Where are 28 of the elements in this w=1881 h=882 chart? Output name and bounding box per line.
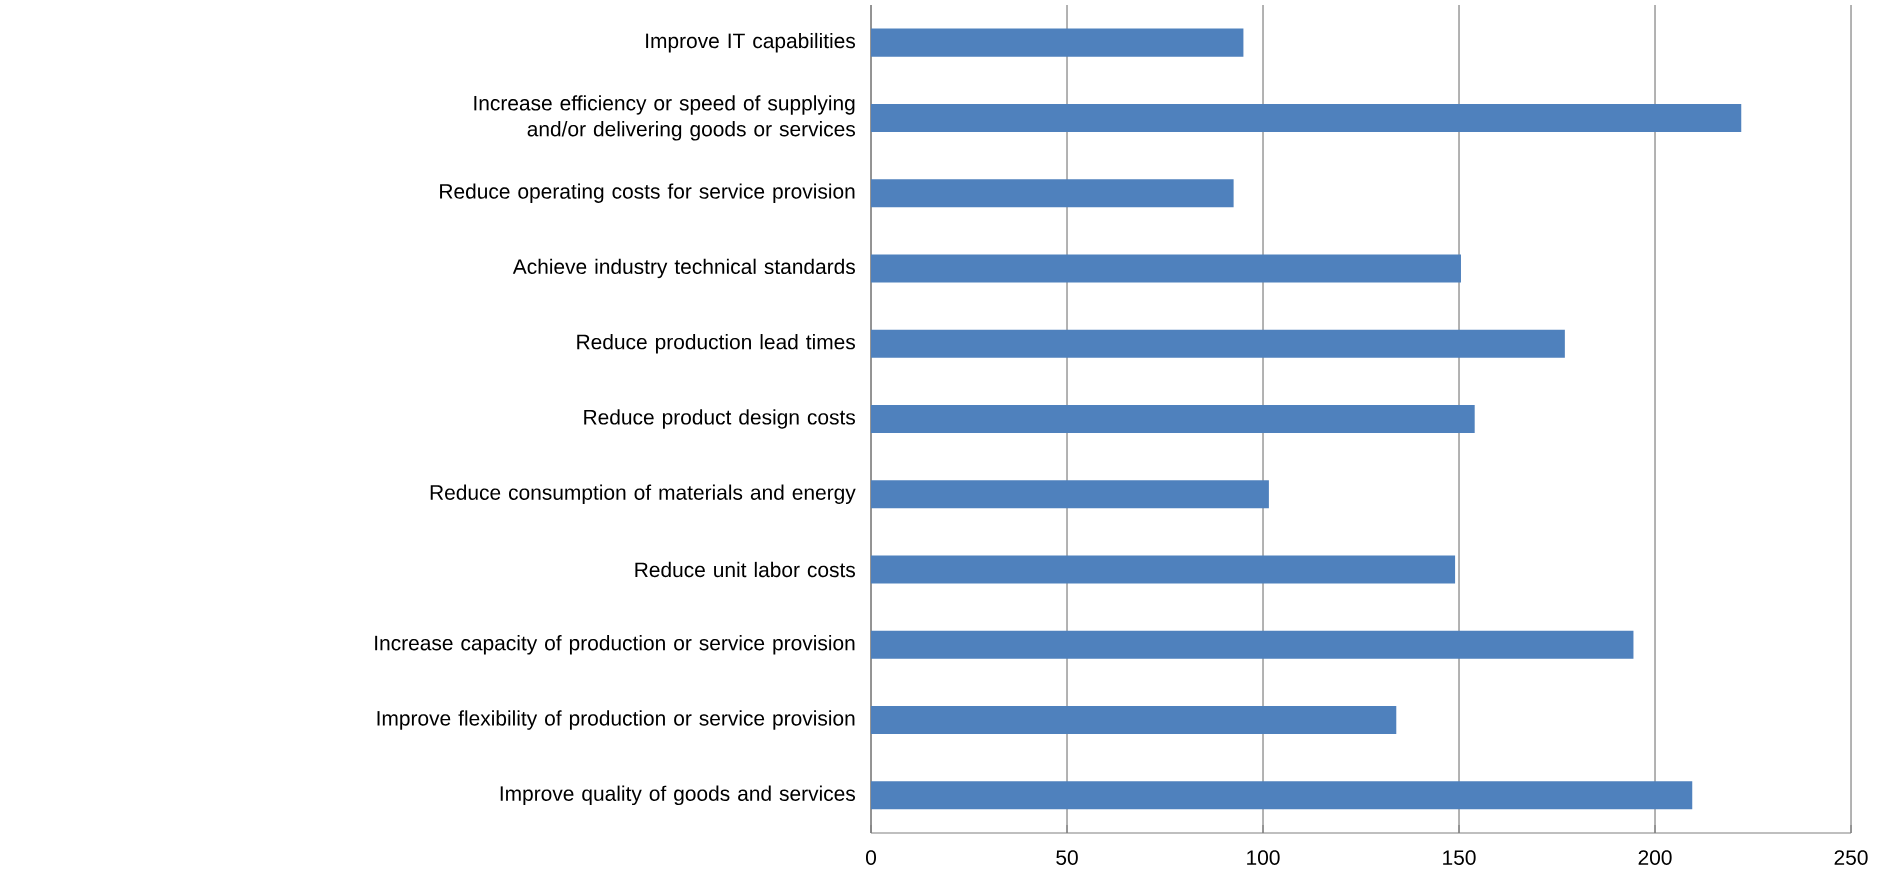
y-tick-label: Reduce consumption of materials and energy xyxy=(430,484,856,505)
x-tick-label: 250 xyxy=(1834,850,1868,865)
bar xyxy=(871,630,1634,659)
bar xyxy=(871,329,1565,358)
bar xyxy=(871,781,1693,810)
y-tick-label: Increase capacity of production or service provision xyxy=(375,635,855,655)
bar xyxy=(871,480,1269,509)
y-tick-label: Reduce production lead times xyxy=(577,333,855,354)
y-tick-label: Improve flexibility of production or service provision xyxy=(377,710,855,730)
bar xyxy=(871,254,1461,283)
y-tick-label: Reduce product design costs xyxy=(584,409,856,429)
bar xyxy=(871,103,1742,132)
y-tick-label: Reduce operating costs for service provision xyxy=(440,183,855,203)
x-tick-label: 0 xyxy=(866,850,877,865)
x-tick-label: 200 xyxy=(1638,850,1672,865)
y-tick-label: Reduce unit labor costs xyxy=(635,561,856,578)
bar xyxy=(871,179,1234,208)
y-tick-label: Achieve industry technical standards xyxy=(512,258,855,279)
x-tick-label: 100 xyxy=(1247,850,1280,865)
bar xyxy=(871,28,1244,57)
bar xyxy=(871,555,1456,584)
y-tick-label: Improve IT capabilities xyxy=(646,32,856,53)
y-tick-label: Improve quality of goods and services xyxy=(500,785,856,806)
x-tick-label: 150 xyxy=(1443,850,1476,865)
y-tick-label: Increase efficiency or speed of supplying and/or delivering goods or services xyxy=(474,95,856,141)
bar xyxy=(871,404,1475,433)
bar xyxy=(871,706,1397,735)
x-tick-label: 50 xyxy=(1056,850,1078,865)
